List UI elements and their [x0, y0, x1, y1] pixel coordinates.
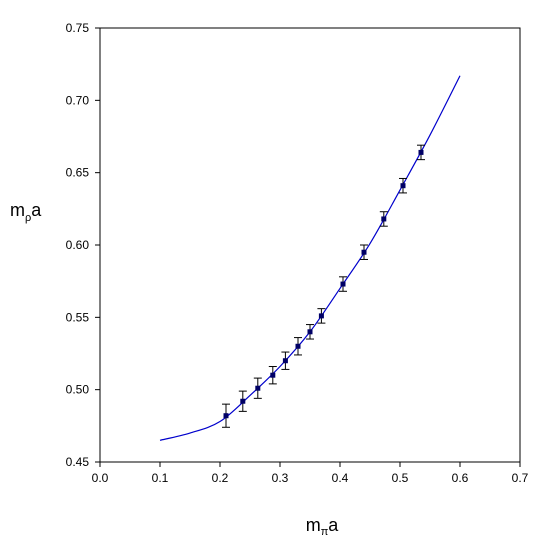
y-tick-label: 0.45	[66, 455, 90, 469]
plot-border	[99, 27, 521, 463]
y-axis-title: mρa	[10, 200, 42, 224]
x-tick-label: 0.1	[152, 471, 169, 485]
y-axis-ticks: 0.45 0.50 0.55 0.60 0.65 0.70 0.75	[66, 21, 100, 469]
data-point	[418, 149, 424, 155]
data-point	[282, 358, 288, 364]
data-point	[223, 413, 229, 419]
error-bars-layer	[222, 144, 425, 428]
data-point	[240, 398, 246, 404]
x-tick-label: 0.3	[272, 471, 289, 485]
y-tick-label: 0.50	[66, 383, 90, 397]
data-point	[307, 329, 313, 335]
y-tick-label: 0.70	[66, 93, 90, 107]
y-tick-label: 0.75	[66, 21, 90, 35]
x-axis-title: mπa	[306, 515, 340, 538]
x-tick-label: 0.4	[332, 471, 349, 485]
y-tick-label: 0.65	[66, 166, 90, 180]
fit-curve	[159, 75, 461, 441]
x-tick-label: 0.7	[512, 471, 529, 485]
data-point	[400, 183, 406, 189]
y-tick-label: 0.55	[66, 310, 90, 324]
data-point	[270, 372, 276, 378]
data-point	[340, 281, 346, 287]
data-point	[255, 385, 261, 391]
data-points-layer	[223, 149, 424, 419]
x-tick-label: 0.2	[212, 471, 229, 485]
data-point	[318, 313, 324, 319]
x-tick-label: 0.5	[392, 471, 409, 485]
data-point	[361, 249, 367, 255]
plot-frame	[99, 27, 521, 463]
data-point	[295, 343, 301, 349]
x-tick-label: 0.0	[92, 471, 109, 485]
data-point	[381, 216, 387, 222]
x-tick-label: 0.6	[452, 471, 469, 485]
x-axis-ticks: 0.0 0.1 0.2 0.3 0.4 0.5 0.6 0.7	[92, 462, 529, 485]
y-tick-label: 0.60	[66, 238, 90, 252]
fit-curve-layer	[159, 75, 461, 441]
